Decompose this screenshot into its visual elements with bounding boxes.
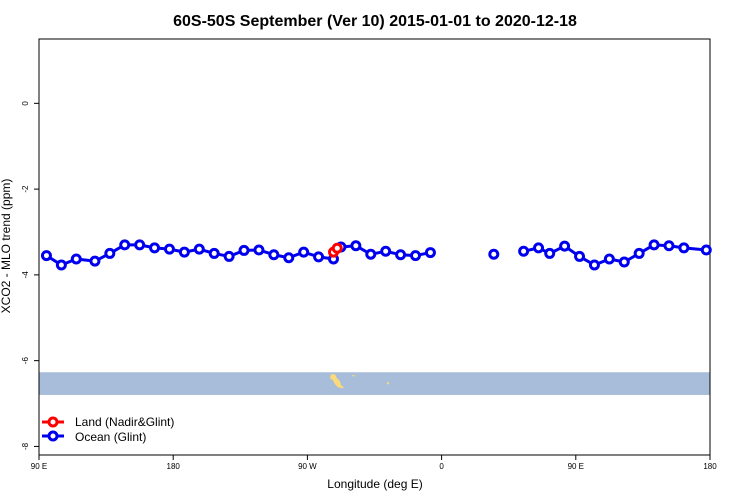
ocean-series-point	[163, 243, 175, 255]
ocean-series-point	[588, 259, 600, 271]
series-layer	[40, 239, 712, 271]
ocean-series-point	[178, 246, 190, 258]
ocean-series-point	[253, 244, 265, 256]
ocean-series-point	[350, 240, 362, 252]
ocean-series-point	[40, 250, 52, 262]
ocean-series-point	[678, 242, 690, 254]
ocean-series-point	[149, 242, 161, 254]
land-series-point	[331, 242, 343, 254]
x-axis: 90 E 180 90 W 0 90 E 180	[31, 455, 717, 471]
ocean-series-point	[208, 247, 220, 259]
ocean-series-point	[283, 252, 295, 264]
legend-item-ocean: Ocean (Glint)	[42, 430, 146, 444]
ocean-series-point	[298, 246, 310, 258]
y-axis-label: XCO2 - MLO trend (ppm)	[0, 179, 13, 314]
ocean-series-point	[559, 240, 571, 252]
ocean-series-point	[700, 244, 712, 256]
y-tick-label: -8	[21, 442, 30, 450]
ocean-series-point	[313, 251, 325, 263]
y-tick-label: -4	[21, 271, 30, 279]
legend-marker-land	[47, 416, 59, 428]
ocean-series-point	[89, 255, 101, 267]
y-tick-label: -2	[21, 185, 30, 193]
x-tick-label: 0	[439, 462, 444, 471]
ocean-series-point	[104, 247, 116, 259]
ocean-series-point	[533, 242, 545, 254]
chart-title: 60S-50S September (Ver 10) 2015-01-01 to…	[173, 13, 577, 30]
ocean-series-point	[55, 259, 67, 271]
ocean-series-point	[134, 239, 146, 251]
ocean-series-point	[119, 239, 131, 251]
legend: Land (Nadir&Glint) Ocean (Glint)	[42, 415, 174, 444]
x-tick-label: 90 W	[298, 462, 317, 471]
ocean-series-point	[574, 250, 586, 262]
y-tick-label: 0	[21, 101, 30, 106]
ocean-series-point	[395, 249, 407, 261]
map-land-patch	[387, 382, 389, 385]
ocean-series-point	[365, 248, 377, 260]
x-tick-label: 180	[703, 462, 717, 471]
map-land-patch	[330, 374, 344, 389]
legend-item-land: Land (Nadir&Glint)	[42, 415, 174, 429]
ocean-series-point	[380, 245, 392, 257]
ocean-series-point	[70, 253, 82, 265]
ocean-series-point	[488, 248, 500, 260]
ocean-series-point	[648, 239, 660, 251]
y-axis: 0 -2 -4 -6 -8	[21, 101, 39, 450]
ocean-series-point	[603, 253, 615, 265]
ocean-series-point	[238, 244, 250, 256]
ocean-series-point	[424, 247, 436, 259]
x-tick-label: 90 E	[568, 462, 584, 471]
ocean-series-point	[633, 247, 645, 259]
legend-marker-ocean	[47, 430, 59, 442]
ocean-series-point	[268, 249, 280, 261]
x-tick-label: 180	[167, 462, 181, 471]
ocean-series-point	[410, 250, 422, 262]
x-axis-label: Longitude (deg E)	[327, 477, 422, 491]
map-strip	[39, 372, 710, 395]
ocean-series-point	[518, 245, 530, 257]
ocean-series-point	[223, 250, 235, 262]
ocean-series-point	[618, 256, 630, 268]
legend-label-ocean: Ocean (Glint)	[75, 430, 146, 444]
map-ocean-band	[39, 372, 710, 395]
legend-label-land: Land (Nadir&Glint)	[75, 415, 174, 429]
ocean-series-point	[663, 240, 675, 252]
ocean-series-point	[544, 247, 556, 259]
y-tick-label: -6	[21, 357, 30, 365]
map-land-patch	[352, 375, 355, 377]
x-tick-label: 90 E	[31, 462, 47, 471]
ocean-series-point	[193, 243, 205, 255]
